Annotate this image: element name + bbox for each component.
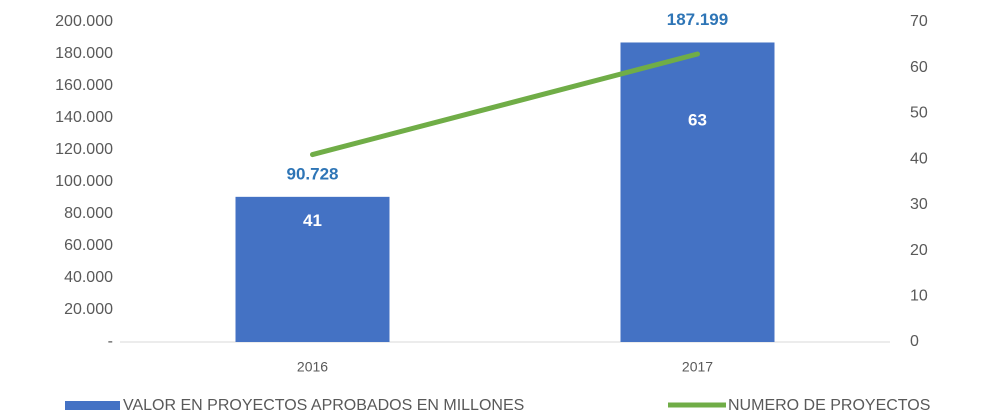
- y-tick-label: 140.000: [55, 109, 113, 126]
- y-tick-label: 160.000: [55, 77, 113, 94]
- y-tick-label: 80.000: [64, 205, 113, 222]
- x-tick-label: 2017: [682, 359, 713, 375]
- y2-tick-label: 50: [910, 105, 928, 122]
- y-tick-label: 100.000: [55, 173, 113, 190]
- line: [310, 51, 700, 158]
- y-tick-label: 120.000: [55, 141, 113, 158]
- bar: [235, 196, 390, 342]
- legend-label: NUMERO DE PROYECTOS: [728, 397, 930, 414]
- legend-swatch: [65, 401, 120, 410]
- y2-tick-label: 70: [910, 13, 928, 30]
- y-tick-label: 40.000: [64, 269, 113, 286]
- y-tick-label: 180.000: [55, 45, 113, 62]
- line-value-label: 41: [303, 211, 322, 230]
- y2-tick-label: 40: [910, 150, 928, 167]
- y2-tick-label: 0: [910, 333, 919, 350]
- bar-value-label: 187.199: [667, 10, 728, 29]
- y2-tick-label: 30: [910, 196, 928, 213]
- x-tick-label: 2016: [297, 359, 328, 375]
- legend-label: VALOR EN PROYECTOS APROBADOS EN MILLONES: [123, 397, 524, 414]
- y2-tick-label: 20: [910, 242, 928, 259]
- bar: [620, 42, 775, 343]
- y2-tick-label: 60: [910, 59, 928, 76]
- y-tick-label: -: [108, 333, 113, 350]
- line-value-label: 63: [688, 110, 707, 129]
- bar-value-label: 90.728: [287, 164, 339, 183]
- y-tick-label: 20.000: [64, 301, 113, 318]
- y2-tick-label: 10: [910, 288, 928, 305]
- y-tick-label: 200.000: [55, 13, 113, 30]
- y-tick-label: 60.000: [64, 237, 113, 254]
